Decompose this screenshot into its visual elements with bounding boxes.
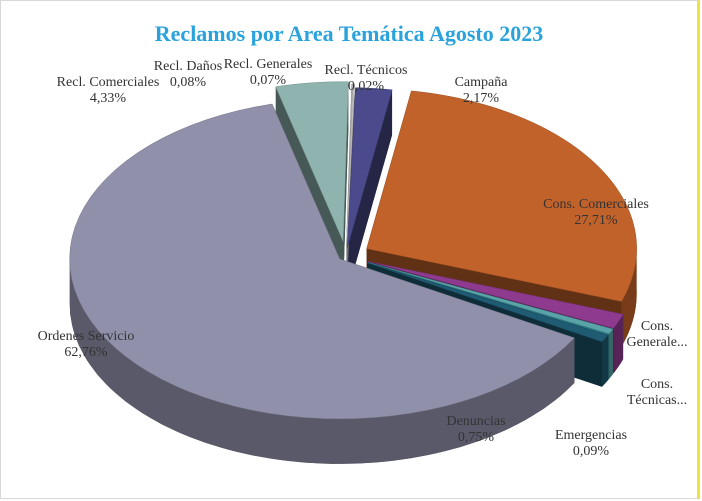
value-label: 2,17% [462,91,500,106]
slice [69,103,575,420]
slice-side [601,335,608,387]
value-label: 0,07% [249,73,287,88]
slice-label: Recl. Generales 0,07% [223,57,313,89]
category-label: Recl. Daños [153,59,223,74]
slice-wall [343,81,349,287]
slice-label: Recl. Comerciales 4,33% [53,75,163,107]
category-label: Cons. Generale... [626,319,688,350]
slice-label: Campaña 2,17% [426,75,536,107]
category-label: Denuncias [446,414,506,429]
slice-tops [69,81,637,420]
slice-side [609,329,613,379]
slice-label: Cons. Comerciales 27,71% [541,197,651,229]
category-label: Cons. Comerciales [543,197,649,212]
value-label: 0,09% [572,444,610,459]
slice-side [608,334,609,380]
category-label: Cons. Técnicas... [626,377,688,408]
value-label: 27,71% [574,213,618,228]
category-label: Emergencias [554,428,628,443]
slice-label: Recl. Daños 0,08% [153,59,223,91]
slice-wall [347,89,393,293]
slice-label: Cons. Técnicas... [613,377,697,409]
slice-label: Ordenes Servicio 62,76% [21,329,151,361]
slice [347,87,393,248]
slice [367,262,610,336]
value-label: 0,08% [169,75,207,90]
slice [367,262,609,343]
category-label: Recl. Generales [223,57,313,72]
category-label: Recl. Comerciales [56,75,160,90]
value-label: 4,33% [89,91,127,106]
slice [368,261,624,329]
slice-side [613,314,624,374]
slice-label: Emergencias 0,09% [536,428,646,460]
slice-label: Recl. Técnicos 0,02% [306,63,426,95]
slice [275,81,349,242]
slice [366,90,637,302]
value-label: 62,76% [64,345,108,360]
slice [346,83,355,245]
slice-label: Cons. Generale... [613,319,697,351]
category-label: Campaña [454,75,508,90]
category-label: Recl. Técnicos [324,63,408,78]
slice-side [69,258,575,464]
category-label: Ordenes Servicio [37,329,135,344]
chart-title: Reclamos por Area Temática Agosto 2023 [154,21,544,46]
value-label: 0,02% [347,79,385,94]
slice-label: Denuncias 0,75% [421,414,531,446]
value-label: 0,75% [457,430,495,445]
slice-side [621,248,637,347]
slice [367,261,614,335]
